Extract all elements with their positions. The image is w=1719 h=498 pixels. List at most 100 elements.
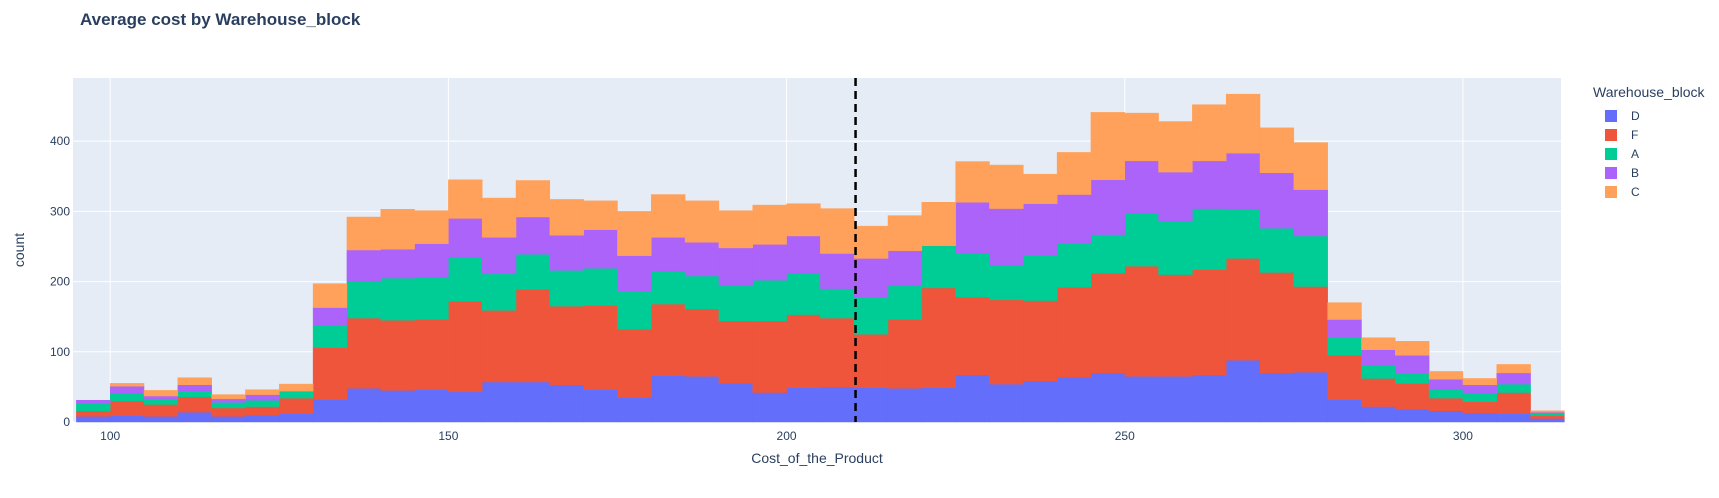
bar-B-190[interactable]: [718, 247, 753, 287]
bar-F-145[interactable]: [414, 319, 449, 390]
bar-A-195[interactable]: [752, 279, 787, 322]
bar-D-115[interactable]: [211, 416, 246, 423]
bar-A-170[interactable]: [583, 268, 618, 306]
bar-D-305[interactable]: [1496, 413, 1531, 423]
bar-D-185[interactable]: [684, 376, 720, 423]
bar-B-95[interactable]: [76, 399, 111, 404]
bar-C-145[interactable]: [414, 210, 449, 244]
bar-D-125[interactable]: [279, 413, 314, 423]
bar-B-140[interactable]: [380, 249, 415, 279]
bar-C-280[interactable]: [1327, 302, 1362, 320]
bar-F-265[interactable]: [1225, 258, 1261, 361]
bar-B-230[interactable]: [989, 208, 1024, 265]
bar-C-245[interactable]: [1090, 112, 1125, 181]
bar-A-290[interactable]: [1395, 373, 1430, 384]
bar-D-200[interactable]: [786, 387, 821, 423]
bar-C-285[interactable]: [1361, 337, 1396, 350]
bar-D-175[interactable]: [617, 397, 652, 423]
bar-B-200[interactable]: [786, 235, 821, 274]
bar-D-130[interactable]: [312, 399, 348, 423]
bar-B-295[interactable]: [1428, 378, 1464, 390]
bar-B-205[interactable]: [820, 253, 855, 289]
bar-B-155[interactable]: [481, 237, 517, 275]
bar-D-95[interactable]: [76, 416, 111, 423]
bar-D-190[interactable]: [718, 383, 753, 423]
bar-C-290[interactable]: [1395, 341, 1430, 356]
bar-F-230[interactable]: [989, 299, 1024, 385]
bar-B-110[interactable]: [177, 384, 212, 392]
bar-F-295[interactable]: [1428, 397, 1464, 412]
bar-B-250[interactable]: [1124, 160, 1159, 214]
bar-D-235[interactable]: [1023, 381, 1058, 423]
bar-B-235[interactable]: [1023, 203, 1058, 256]
bar-A-265[interactable]: [1225, 209, 1261, 259]
bar-B-175[interactable]: [617, 255, 652, 292]
bar-C-250[interactable]: [1124, 112, 1159, 162]
bar-A-145[interactable]: [414, 277, 449, 320]
bar-A-200[interactable]: [786, 272, 821, 315]
bar-C-175[interactable]: [617, 211, 652, 256]
bar-F-210[interactable]: [853, 333, 889, 388]
legend-item-C[interactable]: C: [1605, 185, 1640, 199]
bar-A-260[interactable]: [1192, 208, 1227, 270]
bar-B-100[interactable]: [109, 385, 145, 394]
bar-A-105[interactable]: [143, 399, 179, 405]
bar-C-300[interactable]: [1462, 378, 1497, 386]
bar-D-110[interactable]: [177, 411, 212, 423]
bar-F-100[interactable]: [109, 400, 145, 416]
bar-C-235[interactable]: [1023, 173, 1058, 204]
bar-F-270[interactable]: [1259, 272, 1295, 374]
bar-C-170[interactable]: [583, 200, 618, 230]
bar-C-160[interactable]: [515, 180, 551, 218]
bar-B-225[interactable]: [955, 202, 990, 254]
bar-D-240[interactable]: [1056, 376, 1092, 423]
bar-D-280[interactable]: [1327, 399, 1362, 423]
bar-B-280[interactable]: [1327, 319, 1362, 338]
bar-B-210[interactable]: [853, 258, 889, 298]
bar-A-285[interactable]: [1361, 364, 1396, 379]
bar-D-310[interactable]: [1530, 418, 1565, 423]
bar-D-210[interactable]: [853, 387, 889, 423]
bar-F-165[interactable]: [549, 305, 584, 386]
bar-A-210[interactable]: [853, 297, 889, 335]
bar-D-150[interactable]: [448, 391, 483, 423]
bar-D-195[interactable]: [752, 392, 787, 423]
bar-F-260[interactable]: [1192, 269, 1227, 376]
bar-B-245[interactable]: [1090, 179, 1125, 235]
bar-C-215[interactable]: [887, 215, 923, 251]
bar-A-230[interactable]: [989, 264, 1024, 301]
bar-B-195[interactable]: [752, 244, 787, 281]
bar-F-285[interactable]: [1361, 378, 1396, 407]
bar-F-225[interactable]: [955, 296, 990, 376]
bar-D-275[interactable]: [1293, 371, 1328, 423]
bar-A-180[interactable]: [651, 270, 686, 305]
bar-F-215[interactable]: [887, 319, 923, 389]
bar-B-105[interactable]: [143, 395, 179, 400]
bar-C-225[interactable]: [955, 161, 990, 203]
bar-B-145[interactable]: [414, 243, 449, 278]
bar-C-165[interactable]: [549, 199, 584, 236]
bar-A-310[interactable]: [1530, 413, 1565, 416]
legend-item-D[interactable]: D: [1605, 109, 1640, 123]
bar-D-205[interactable]: [820, 386, 855, 423]
bar-C-230[interactable]: [989, 164, 1024, 209]
bar-C-200[interactable]: [786, 203, 821, 237]
bar-D-180[interactable]: [651, 375, 686, 423]
bar-F-255[interactable]: [1158, 274, 1193, 377]
bar-C-205[interactable]: [820, 208, 855, 254]
bar-B-215[interactable]: [887, 250, 923, 287]
bar-C-150[interactable]: [448, 179, 483, 219]
bar-C-105[interactable]: [143, 390, 179, 397]
bar-C-275[interactable]: [1293, 142, 1328, 190]
bar-B-150[interactable]: [448, 218, 483, 258]
bar-F-160[interactable]: [515, 289, 551, 383]
bar-A-100[interactable]: [109, 392, 145, 402]
bar-D-165[interactable]: [549, 384, 584, 423]
bar-F-195[interactable]: [752, 320, 787, 393]
bar-D-245[interactable]: [1090, 372, 1125, 423]
bar-B-240[interactable]: [1056, 194, 1092, 244]
bar-F-200[interactable]: [786, 314, 821, 388]
bar-F-115[interactable]: [211, 407, 246, 417]
bar-F-170[interactable]: [583, 305, 618, 390]
bar-B-130[interactable]: [312, 307, 348, 326]
